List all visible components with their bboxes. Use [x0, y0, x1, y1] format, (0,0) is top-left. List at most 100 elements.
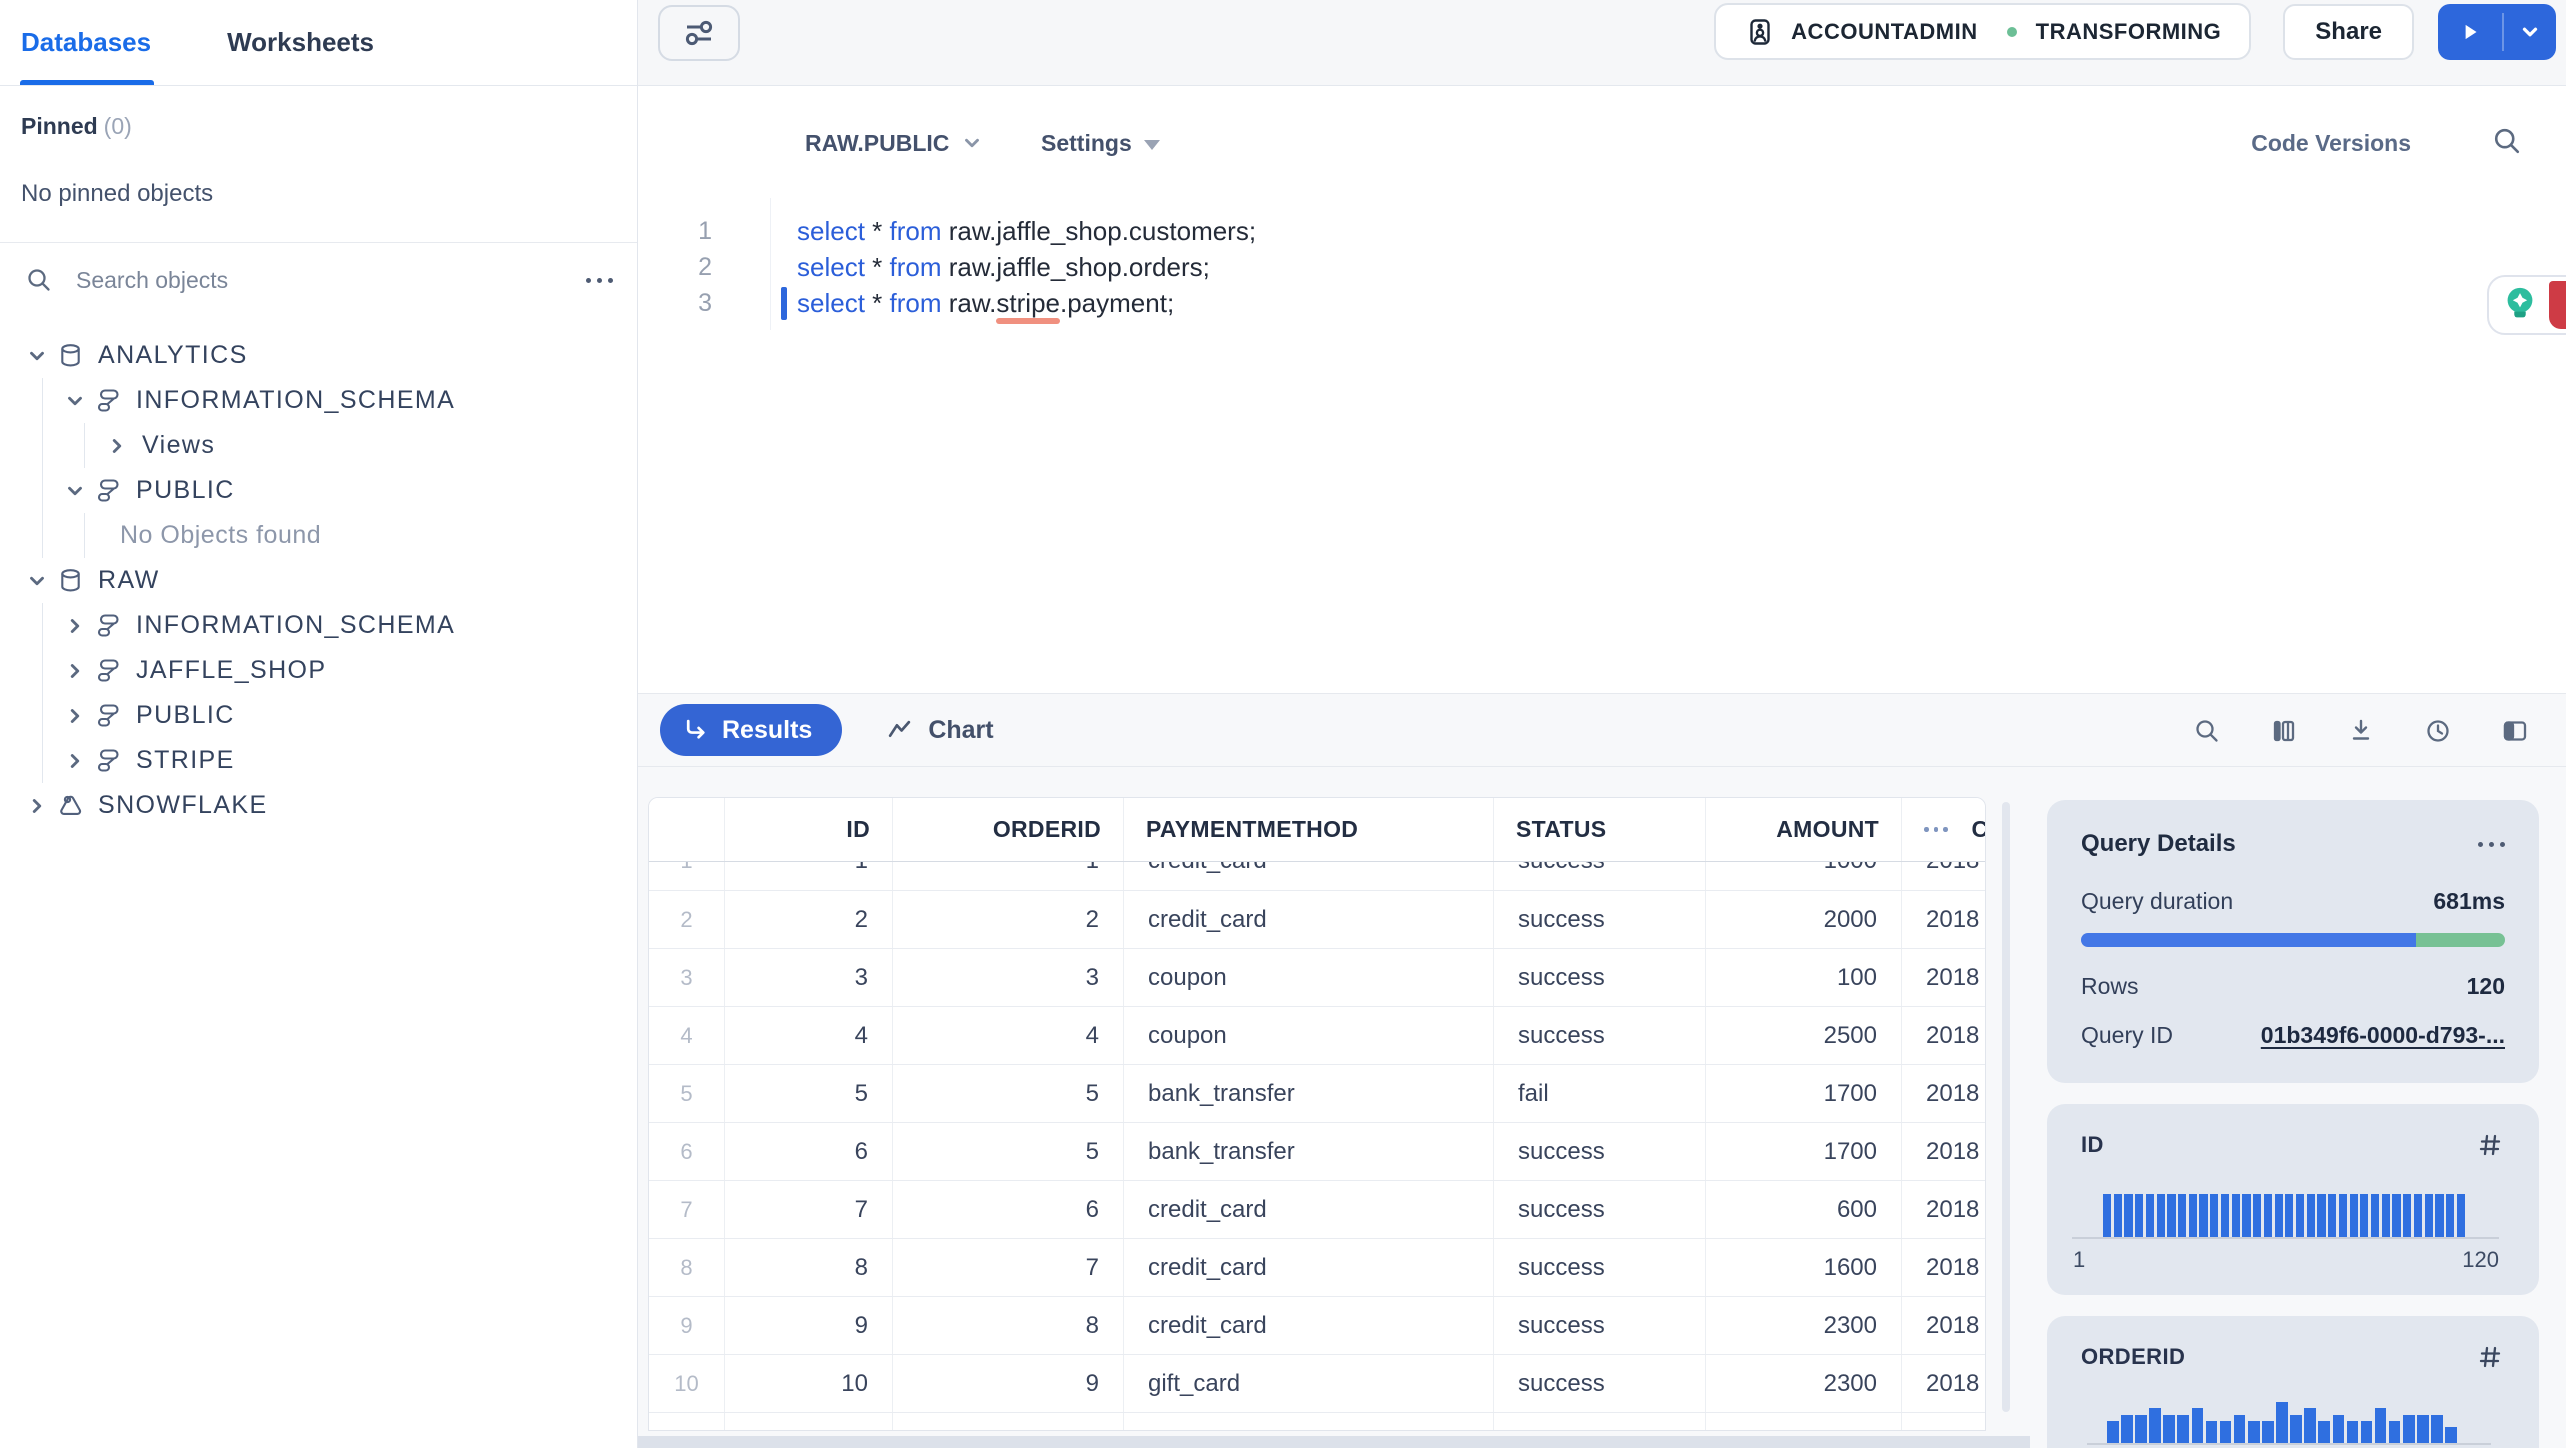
histogram-bar: [2388, 1421, 2401, 1444]
histogram-orderid-title: ORDERID: [2081, 1344, 2186, 1369]
tab-databases[interactable]: Databases: [19, 0, 155, 85]
table-row-9[interactable]: 9 9 8 credit_card success 2300 2018: [649, 1297, 1985, 1355]
sidebar-more-menu[interactable]: [586, 277, 613, 283]
table-row-3[interactable]: 3 3 3 coupon success 100 2018: [649, 949, 1985, 1007]
column-header-status[interactable]: STATUS: [1494, 798, 1706, 861]
tree-item-snowflake[interactable]: SNOWFLAKE: [0, 783, 637, 828]
table-row-7[interactable]: 7 7 6 credit_card success 600 2018: [649, 1181, 1985, 1239]
table-header-row: ID ORDERID PAYMENTMETHOD STATUS AMOUNT CREATE…: [649, 798, 1985, 862]
columns-results-button[interactable]: [2269, 716, 2299, 746]
worksheet-main: ACCOUNTADMIN TRANSFORMING Share RAW.PUBL…: [638, 0, 2566, 1448]
chevron-down-icon[interactable]: [26, 345, 48, 367]
object-search-row[interactable]: Search objects: [0, 243, 637, 317]
worksheet-options-button[interactable]: [658, 5, 740, 61]
row-number-header[interactable]: [649, 798, 725, 861]
chevron-right-icon[interactable]: [64, 750, 86, 772]
column-header-orderid[interactable]: ORDERID: [893, 798, 1124, 861]
role-warehouse-selector[interactable]: ACCOUNTADMIN TRANSFORMING: [1714, 3, 2252, 60]
table-cell: fail: [1494, 1065, 1706, 1122]
editor-search-button[interactable]: [2490, 124, 2524, 158]
table-cell: 1600: [1706, 1239, 1902, 1296]
table-cell: 4: [893, 1007, 1124, 1064]
table-cell: 9: [893, 1355, 1124, 1412]
rows-value: 120: [2466, 973, 2505, 999]
tab-chart[interactable]: Chart: [886, 716, 994, 745]
histogram-bar: [2219, 1421, 2232, 1444]
code-line-2[interactable]: 2 select * from raw.jaffle_shop.orders;: [638, 249, 2566, 285]
context-selector[interactable]: RAW.PUBLIC: [805, 122, 983, 164]
tree-item-stripe[interactable]: STRIPE: [0, 738, 637, 783]
table-cell: coupon: [1124, 949, 1494, 1006]
hidden-columns-indicator[interactable]: [1924, 827, 1948, 832]
tree-item-information-schema[interactable]: INFORMATION_SCHEMA: [0, 378, 637, 423]
share-button[interactable]: Share: [2283, 3, 2414, 60]
table-row-4[interactable]: 4 4 4 coupon success 2500 2018: [649, 1007, 1985, 1065]
table-row-8[interactable]: 8 8 7 credit_card success 1600 2018: [649, 1239, 1985, 1297]
chevron-right-icon[interactable]: [26, 795, 48, 817]
chevron-right-icon[interactable]: [64, 660, 86, 682]
download-results-button[interactable]: [2346, 716, 2376, 746]
history-results-button[interactable]: [2423, 716, 2453, 746]
histogram-bar: [2199, 1194, 2208, 1238]
column-stats-card-id[interactable]: ID 1 120: [2047, 1104, 2539, 1295]
tree-item-label: SNOWFLAKE: [98, 791, 268, 819]
tree-item-analytics[interactable]: ANALYTICS: [0, 333, 637, 378]
table-horizontal-scrollbar[interactable]: [638, 1436, 2030, 1448]
tab-results[interactable]: Results: [660, 704, 843, 756]
code-versions-link[interactable]: Code Versions: [2251, 129, 2411, 156]
tree-item-views[interactable]: Views: [0, 423, 637, 468]
histogram-bar: [2178, 1194, 2187, 1238]
search-objects-input[interactable]: Search objects: [76, 266, 229, 293]
chevron-down-icon[interactable]: [64, 390, 86, 412]
histogram-bar: [2188, 1194, 2197, 1238]
chevron-right-icon[interactable]: [106, 435, 128, 457]
table-cell: 2018: [1902, 862, 1985, 890]
copilot-hint-pill[interactable]: 1: [2487, 275, 2566, 335]
tree-item-raw[interactable]: RAW: [0, 558, 637, 603]
table-cell: credit_card: [1124, 1239, 1494, 1296]
table-row-6[interactable]: 6 6 5 bank_transfer success 1700 2018: [649, 1123, 1985, 1181]
tree-item-public[interactable]: PUBLIC: [0, 468, 637, 513]
tree-item-label: PUBLIC: [136, 701, 235, 729]
tree-item-information-schema[interactable]: INFORMATION_SCHEMA: [0, 603, 637, 648]
histogram-id-baseline: [2072, 1237, 2499, 1239]
search-results-button[interactable]: [2192, 716, 2222, 746]
tab-worksheets[interactable]: Worksheets: [227, 0, 374, 85]
column-header-paymentmethod[interactable]: PAYMENTMETHOD: [1124, 798, 1494, 861]
tree-item-no-objects-found[interactable]: No Objects found: [0, 513, 637, 558]
chevron-down-icon[interactable]: [26, 570, 48, 592]
tree-item-public[interactable]: PUBLIC: [0, 693, 637, 738]
editor-header: RAW.PUBLIC Settings Code Versions: [638, 122, 2566, 164]
column-header-amount[interactable]: AMOUNT: [1706, 798, 1902, 861]
table-row-1[interactable]: 111credit_cardsuccess10002018: [649, 862, 1985, 891]
table-cell: gift_card: [1124, 1355, 1494, 1412]
sql-editor[interactable]: RAW.PUBLIC Settings Code Versions 1 selec…: [638, 86, 2566, 693]
column-header-created[interactable]: CREATED: [1902, 798, 1985, 861]
column-header-label: PAYMENTMETHOD: [1146, 816, 1359, 842]
code-line-1[interactable]: 1 select * from raw.jaffle_shop.customers…: [638, 213, 2566, 249]
chevron-right-icon[interactable]: [64, 615, 86, 637]
histogram-bar: [2346, 1421, 2359, 1444]
table-vertical-scrollbar[interactable]: [2002, 802, 2010, 1412]
search-icon: [2490, 124, 2524, 158]
column-header-id[interactable]: ID: [725, 798, 893, 861]
histogram-id-bars: [2103, 1194, 2465, 1238]
query-id-link[interactable]: 01b349f6-0000-d793-...: [2260, 1022, 2505, 1048]
query-details-menu[interactable]: [2478, 841, 2505, 847]
column-stats-card-orderid[interactable]: ORDERID: [2047, 1316, 2539, 1448]
table-cell: 2018: [1926, 1311, 1980, 1339]
table-row-5[interactable]: 5 5 5 bank_transfer fail 1700 2018: [649, 1065, 1985, 1123]
chevron-down-icon[interactable]: [64, 480, 86, 502]
tree-item-jaffle-shop[interactable]: JAFFLE_SHOP: [0, 648, 637, 693]
settings-dropdown[interactable]: Settings: [1041, 122, 1160, 164]
run-options-button[interactable]: [2504, 4, 2556, 60]
layout-results-button[interactable]: [2500, 716, 2530, 746]
chevron-right-icon[interactable]: [64, 705, 86, 727]
results-toolbar: Results Chart: [638, 693, 2566, 767]
run-query-button[interactable]: [2438, 4, 2502, 60]
table-row-10[interactable]: 10 10 9 gift_card success 2300 2018: [649, 1355, 1985, 1413]
code-line-3[interactable]: 3 select * from raw.stripe.payment;: [638, 285, 2566, 321]
table-row-2[interactable]: 2 2 2 credit_card success 2000 2018: [649, 891, 1985, 949]
table-cell: success: [1494, 1123, 1706, 1180]
table-cell: credit_card: [1124, 1297, 1494, 1354]
